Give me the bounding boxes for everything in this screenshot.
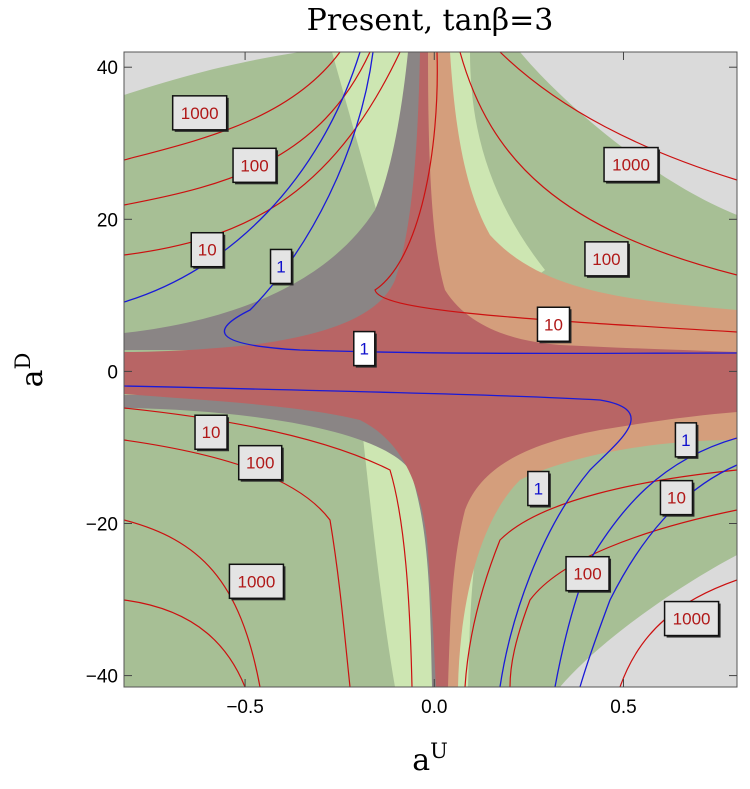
contour-red-line	[464, 469, 737, 687]
plot-area: 1000 100 10 1 1 10 100 1000 10 100 1 1 10 100 1000 1000	[124, 52, 737, 687]
contour-label-box	[171, 95, 228, 131]
contour-label: 100	[573, 565, 601, 584]
x-axis-label-sup: U	[430, 739, 448, 763]
contour-label-box	[663, 600, 720, 637]
contour-label: 10	[544, 315, 563, 334]
contour-label: 1000	[238, 572, 276, 591]
contour-label: 1	[681, 431, 690, 450]
contour-red-line	[124, 599, 246, 687]
contour-label-box	[232, 147, 277, 184]
x-tick-label: 0.0	[421, 697, 447, 718]
contour-label-box	[674, 422, 698, 458]
y-tick-label: 20	[97, 210, 118, 231]
plot-frame	[123, 51, 738, 688]
contour-label: 1	[276, 257, 285, 276]
contour-label: 1	[360, 340, 369, 359]
contour-label-box	[194, 414, 228, 450]
x-axis: −0.5 0.0 0.5	[226, 52, 637, 718]
contours-blue	[124, 52, 737, 687]
contour-label: 1	[534, 480, 543, 499]
y-tick-label: −20	[86, 514, 118, 535]
contour-label-box	[353, 330, 376, 367]
chart-title: Present, tanβ=3	[307, 3, 554, 38]
contour-red-line	[124, 52, 401, 256]
contour-label: 100	[240, 156, 268, 175]
y-axis-label-main: a	[15, 369, 50, 387]
contour-blue-line	[223, 52, 737, 355]
contour-label: 1000	[612, 156, 650, 175]
contour-blue-line	[579, 464, 737, 687]
x-axis-label: aU	[412, 739, 448, 778]
y-tick-label: −40	[86, 667, 118, 688]
contour-label-box	[536, 306, 571, 343]
contour-red-line	[459, 52, 737, 276]
contour-red-line	[124, 519, 261, 687]
contour-label-box	[237, 444, 283, 481]
contour-red-line	[499, 52, 737, 181]
contour-red-line	[124, 52, 341, 161]
region-red	[124, 52, 737, 687]
region-dark-gray	[124, 52, 432, 350]
contour-label: 10	[667, 489, 686, 508]
contour-red-line	[509, 509, 737, 687]
contour-label-box	[565, 555, 610, 592]
y-tick-label: 0	[107, 362, 118, 383]
x-tick-label: 0.5	[610, 697, 636, 718]
x-tick-label: −0.5	[226, 697, 264, 718]
contour-blue-line	[124, 52, 361, 303]
contour-label: 100	[592, 250, 620, 269]
contour-label: 100	[246, 454, 274, 473]
contour-label-box	[584, 241, 629, 277]
contour-label: 1000	[181, 104, 219, 123]
y-axis: −40 −20 0 20 40	[86, 58, 737, 688]
contour-blue-line	[554, 437, 737, 687]
contour-label-box	[659, 479, 694, 516]
y-axis-label: aD	[11, 353, 50, 388]
contour-label: 10	[198, 241, 217, 260]
contour-label-box	[190, 231, 224, 268]
contour-label: 1000	[673, 610, 711, 629]
y-axis-label-sup: D	[11, 353, 35, 370]
contour-label-box	[603, 146, 659, 183]
contour-label: 10	[202, 423, 221, 442]
x-axis-label-main: a	[412, 743, 430, 778]
contour-red-line	[124, 439, 351, 687]
contour-labels: 1000 100 10 1 1 10 100 1000 10 100 1 1 10 100 1000 1000	[171, 95, 721, 638]
y-tick-label: 40	[97, 58, 118, 79]
contour-label-box	[269, 248, 293, 285]
contour-blue-line	[124, 385, 632, 687]
contour-label-box	[527, 470, 550, 507]
contour-label-box	[228, 563, 285, 600]
